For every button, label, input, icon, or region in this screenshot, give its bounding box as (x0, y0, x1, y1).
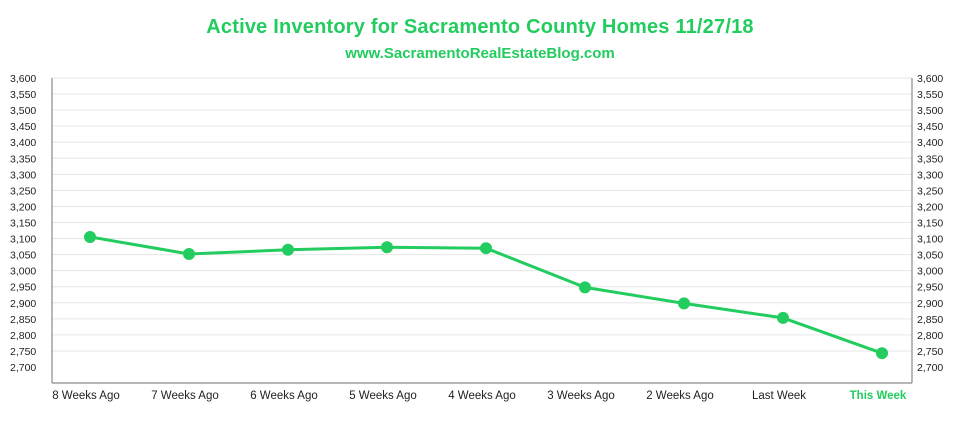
y-tick-label-right: 3,600 (917, 73, 943, 85)
x-tick-label: 8 Weeks Ago (52, 390, 120, 402)
y-tick-label-right: 3,050 (917, 250, 943, 262)
data-point (678, 297, 690, 310)
y-tick-label-right: 3,500 (917, 105, 943, 117)
y-tick-label-right: 3,400 (917, 137, 943, 149)
y-tick-label-left: 2,900 (10, 298, 36, 310)
y-tick-label-right: 2,850 (917, 314, 943, 326)
x-tick-label: 6 Weeks Ago (250, 390, 318, 402)
y-tick-label-left: 3,000 (10, 266, 36, 278)
y-tick-label-left: 2,750 (10, 346, 36, 358)
y-tick-label-left: 3,100 (10, 234, 36, 246)
x-tick-label: Last Week (752, 390, 806, 402)
x-tick-label: 7 Weeks Ago (151, 390, 219, 402)
y-tick-label-left: 2,800 (10, 330, 36, 342)
data-point (777, 311, 789, 324)
y-tick-label-right: 3,300 (917, 169, 943, 181)
y-tick-label-right: 3,250 (917, 185, 943, 197)
y-tick-label-right: 3,200 (917, 201, 943, 213)
data-point (480, 242, 492, 255)
x-tick-label: 2 Weeks Ago (646, 390, 714, 402)
y-tick-label-left: 2,950 (10, 282, 36, 294)
y-tick-label-left: 3,450 (10, 121, 36, 133)
y-tick-label-right: 3,150 (917, 218, 943, 230)
x-tick-label: 5 Weeks Ago (349, 390, 417, 402)
right-y-tick-labels: 2,700 2,750 2,800 2,850 2,900 2,950 3,000 3,050… (917, 73, 943, 374)
x-tick-labels: 8 Weeks Ago 7 Weeks Ago 6 Weeks Ago 5 Weeks… (52, 390, 907, 402)
y-tick-label-left: 2,700 (10, 362, 36, 374)
y-tick-label-left: 3,250 (10, 185, 36, 197)
y-tick-label-left: 3,500 (10, 105, 36, 117)
data-point (876, 347, 888, 360)
axes (51, 78, 913, 384)
data-point (183, 247, 195, 260)
y-tick-label-right: 2,800 (917, 330, 943, 342)
y-tick-label-right: 3,100 (917, 234, 943, 246)
y-tick-label-left: 3,300 (10, 169, 36, 181)
y-tick-label-right: 3,550 (917, 89, 943, 101)
series-points (84, 230, 888, 360)
x-tick-label: This Week (850, 390, 907, 402)
y-tick-label-right: 3,000 (917, 266, 943, 278)
x-tick-label: 3 Weeks Ago (547, 390, 615, 402)
y-tick-label-left: 3,200 (10, 201, 36, 213)
y-tick-label-left: 3,150 (10, 218, 36, 230)
y-tick-label-right: 3,450 (917, 121, 943, 133)
y-tick-label-left: 3,550 (10, 89, 36, 101)
chart-subtitle-url: www.SacramentoRealEstateBlog.com (345, 45, 615, 62)
x-tick-label: 4 Weeks Ago (448, 390, 516, 402)
y-tick-label-left: 3,050 (10, 250, 36, 262)
data-point (381, 241, 393, 254)
data-point (282, 243, 294, 256)
y-tick-label-right: 3,350 (917, 153, 943, 165)
y-tick-label-right: 2,700 (917, 362, 943, 374)
y-tick-label-right: 2,900 (917, 298, 943, 310)
left-y-tick-labels: 2,700 2,750 2,800 2,850 2,900 2,950 3,000 3,050… (10, 73, 36, 374)
data-point (84, 230, 96, 243)
y-tick-label-left: 3,350 (10, 153, 36, 165)
y-tick-label-left: 3,400 (10, 137, 36, 149)
y-tick-label-right: 2,950 (917, 282, 943, 294)
gridlines (52, 77, 912, 352)
data-point (579, 281, 591, 294)
y-tick-label-left: 3,600 (10, 73, 36, 85)
chart-title: Active Inventory for Sacramento County H… (206, 16, 754, 38)
y-tick-label-left: 2,850 (10, 314, 36, 326)
y-tick-label-right: 2,750 (917, 346, 943, 358)
